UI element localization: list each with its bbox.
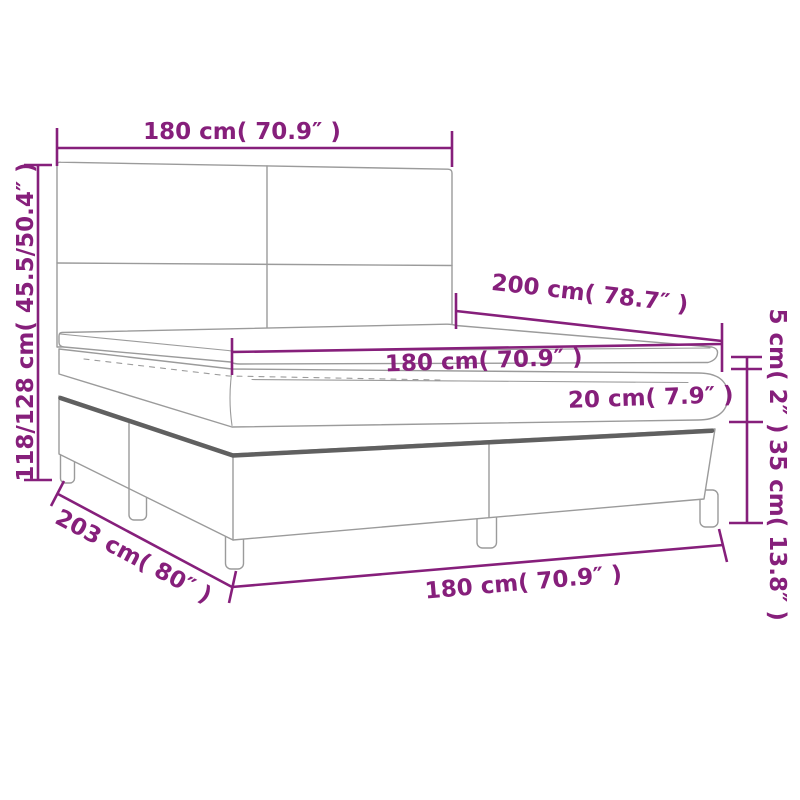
dim-label: 200 cm( 78.7″ ) <box>490 270 689 318</box>
dim-mattress-thickness: 20 cm( 7.9″ ) <box>568 382 734 414</box>
dim-right-height-stack: 5 cm( 2″ ) 35 cm( 13.8″ ) <box>729 309 790 621</box>
dim-total-height: 118/128 cm( 45.5/50.4″ ) <box>13 162 52 482</box>
mattress <box>58 348 729 428</box>
dim-label: 180 cm( 70.9″ ) <box>143 119 341 145</box>
headboard-horizontal-seam <box>56 262 453 267</box>
mattress-seam-dashes <box>83 358 441 381</box>
dim-tick <box>717 528 729 563</box>
mattress-corner-crease <box>229 369 233 427</box>
dim-tick <box>227 570 238 604</box>
dim-label-topper: 5 cm( 2″ ) <box>764 309 790 434</box>
dim-tick <box>49 480 66 507</box>
dim-headboard-width: 180 cm( 70.9″ ) <box>55 119 454 167</box>
mattress-front-seam <box>251 378 689 384</box>
headboard <box>56 161 453 348</box>
dim-label-base: 35 cm( 13.8″ ) <box>764 439 790 621</box>
dim-label: 20 cm( 7.9″ ) <box>568 382 734 414</box>
dim-line <box>455 309 723 343</box>
base-top-shadow <box>58 395 715 458</box>
dim-line <box>57 492 233 589</box>
dim-line <box>231 342 723 354</box>
dim-line <box>231 543 724 589</box>
dim-label: 118/128 cm( 45.5/50.4″ ) <box>13 162 39 481</box>
bed-drawing <box>56 161 729 570</box>
